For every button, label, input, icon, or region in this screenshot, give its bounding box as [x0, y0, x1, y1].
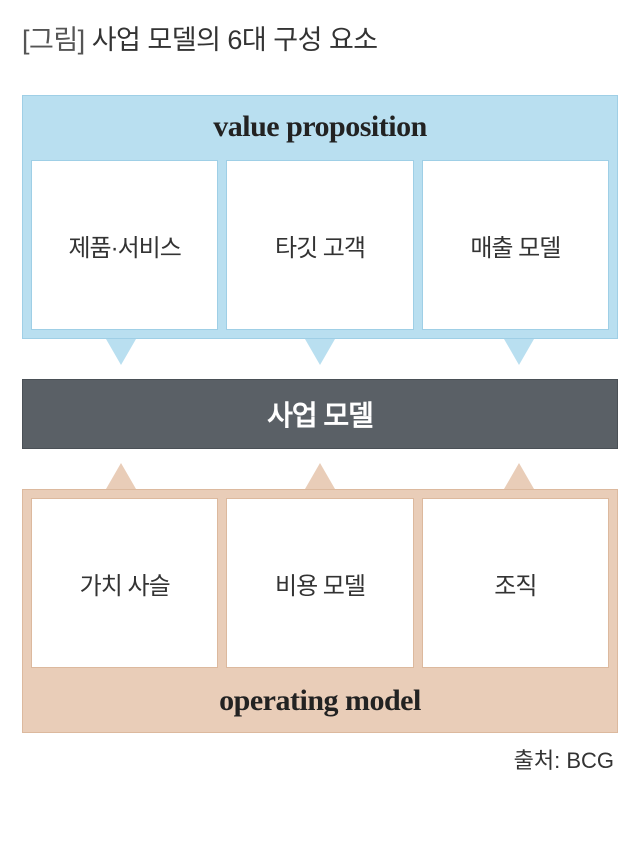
title-prefix: [그림] — [22, 25, 85, 55]
source-value: BCG — [566, 748, 614, 773]
source-line: 출처: BCG — [22, 743, 618, 775]
box-value-chain: 가치 사슬 — [31, 498, 218, 668]
arrow-up-icon — [305, 463, 335, 489]
box-target-customer: 타깃 고객 — [226, 160, 413, 330]
center-business-model-bar: 사업 모델 — [22, 379, 618, 449]
box-organization: 조직 — [422, 498, 609, 668]
box-revenue-model: 매출 모델 — [422, 160, 609, 330]
arrow-up-icon — [504, 463, 534, 489]
top-section-header: value proposition — [23, 96, 617, 160]
figure-title: [그림] 사업 모델의 6대 구성 요소 — [22, 18, 618, 57]
arrow-down-icon — [504, 339, 534, 365]
arrow-down-icon — [305, 339, 335, 365]
value-proposition-section: value proposition 제품·서비스 타깃 고객 매출 모델 — [22, 95, 618, 339]
arrows-down-row — [22, 339, 618, 379]
arrows-up-row — [22, 449, 618, 489]
operating-model-section: 가치 사슬 비용 모델 조직 operating model — [22, 489, 618, 733]
top-boxes-row: 제품·서비스 타깃 고객 매출 모델 — [23, 160, 617, 338]
bottom-section-footer: operating model — [23, 668, 617, 732]
arrow-up-icon — [106, 463, 136, 489]
arrow-down-icon — [106, 339, 136, 365]
title-text: 사업 모델의 6대 구성 요소 — [92, 25, 378, 55]
box-product-service: 제품·서비스 — [31, 160, 218, 330]
source-label: 출처: — [514, 748, 561, 773]
box-cost-model: 비용 모델 — [226, 498, 413, 668]
bottom-boxes-row: 가치 사슬 비용 모델 조직 — [23, 490, 617, 668]
